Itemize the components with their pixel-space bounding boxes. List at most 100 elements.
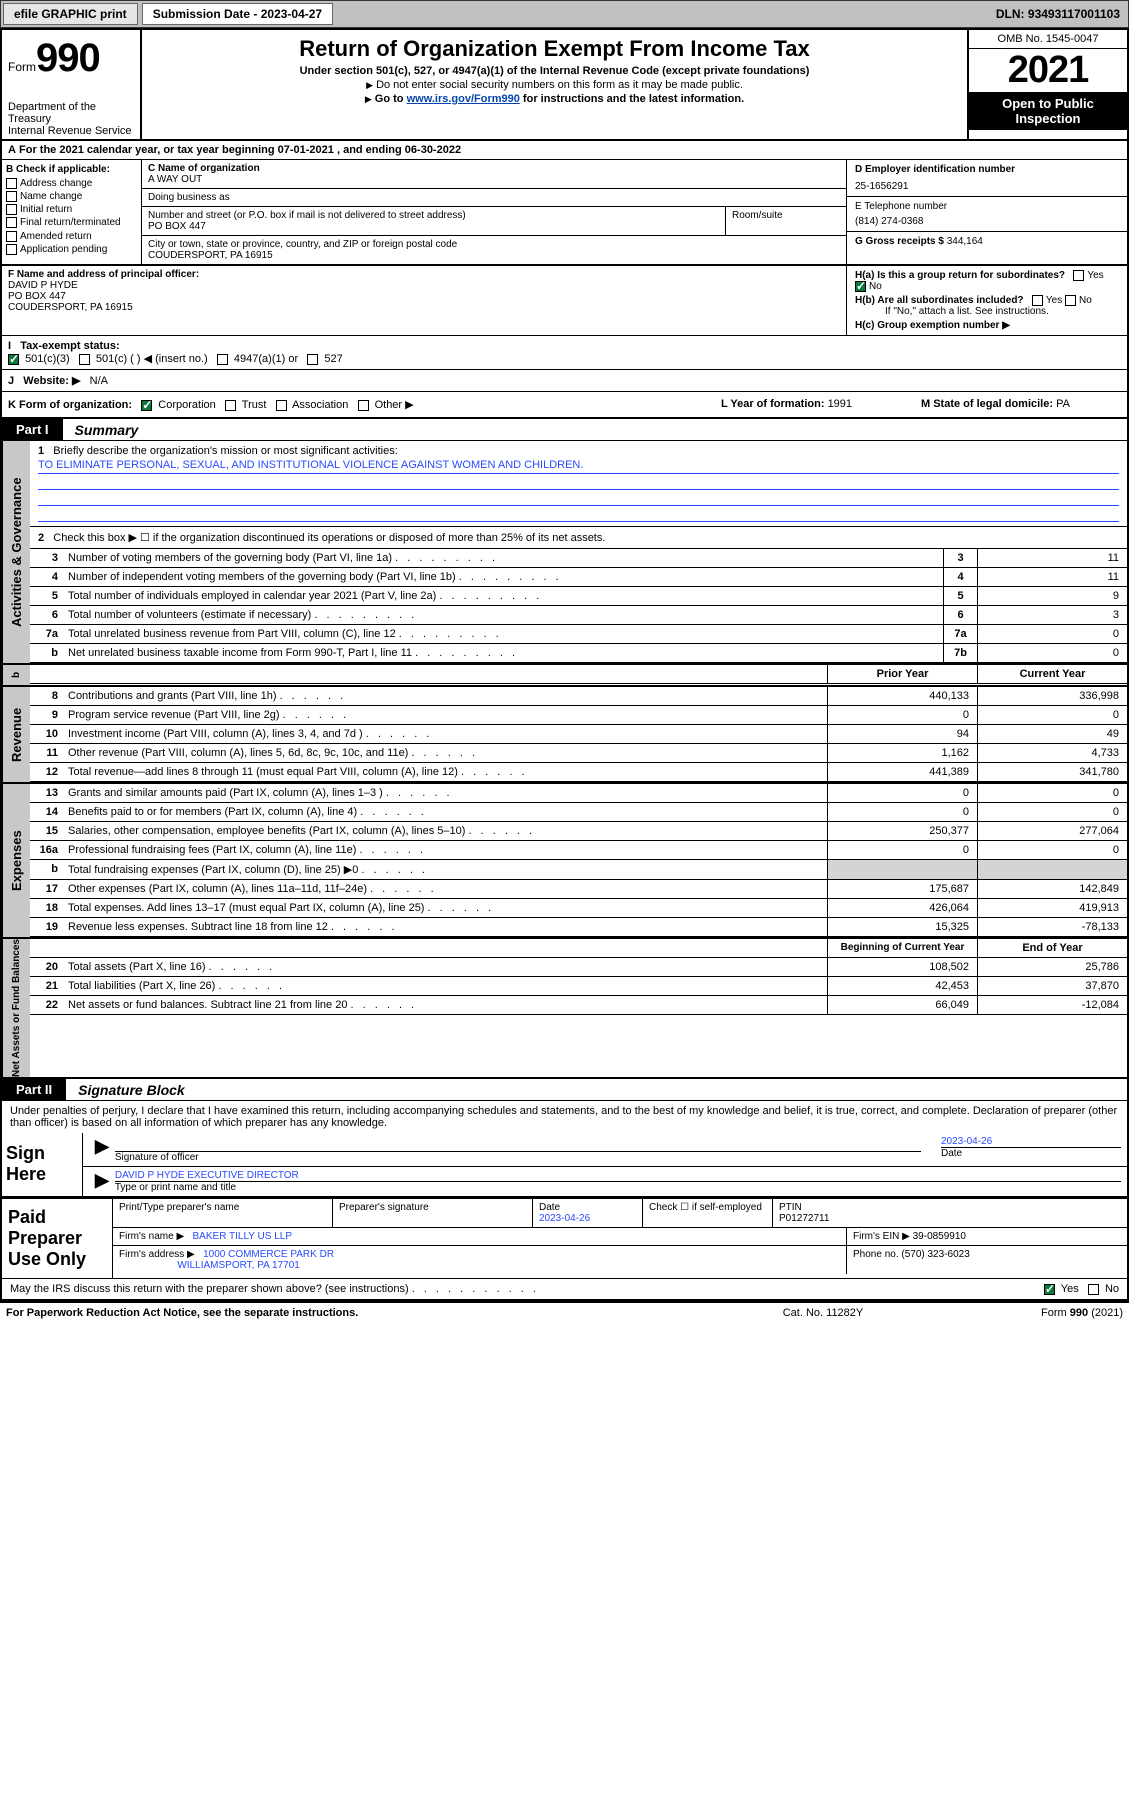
efile-print-button[interactable]: efile GRAPHIC print — [3, 3, 138, 25]
org-name-label: C Name of organization — [148, 163, 840, 174]
row-fh: F Name and address of principal officer:… — [2, 266, 1127, 336]
chk-final-return[interactable] — [6, 217, 17, 228]
chk-application-pending[interactable] — [6, 244, 17, 255]
firm-addr2: WILLIAMSPORT, PA 17701 — [177, 1260, 299, 1271]
street-label: Number and street (or P.O. box if mail i… — [148, 210, 719, 221]
officer-addr1: PO BOX 447 — [8, 291, 840, 302]
officer-name: DAVID P HYDE — [8, 280, 840, 291]
chk-amended[interactable] — [6, 231, 17, 242]
line-21: 21 Total liabilities (Part X, line 26) .… — [30, 977, 1127, 996]
prep-date-label: Date — [539, 1202, 636, 1213]
prep-phone-label: Phone no. — [853, 1249, 901, 1260]
dba-label: Doing business as — [148, 192, 840, 203]
arrow-icon: ▶ — [89, 1136, 115, 1163]
firm-addr-label: Firm's address ▶ — [119, 1249, 195, 1260]
note-ssn: Do not enter social security numbers on … — [376, 79, 743, 91]
m-label: M State of legal domicile: — [921, 398, 1056, 410]
chk-corp[interactable] — [141, 400, 152, 411]
line-b: b Total fundraising expenses (Part IX, c… — [30, 860, 1127, 880]
chk-ha-no[interactable] — [855, 281, 866, 292]
part2-header: Part II Signature Block — [2, 1079, 1127, 1101]
room-label: Room/suite — [726, 207, 846, 235]
prep-check-label: Check ☐ if self-employed — [643, 1199, 773, 1227]
line-6: 6 Total number of volunteers (estimate i… — [30, 606, 1127, 625]
chk-501c[interactable] — [79, 354, 90, 365]
form-number: 990 — [36, 36, 100, 81]
part1-title: Summary — [63, 422, 139, 438]
col-b-checkboxes: B Check if applicable: Address change Na… — [2, 160, 142, 264]
line-3: 3 Number of voting members of the govern… — [30, 549, 1127, 568]
tab-b: b — [2, 665, 30, 685]
chk-527[interactable] — [307, 354, 318, 365]
chk-assoc[interactable] — [276, 400, 287, 411]
phone-value: (814) 274-0368 — [855, 216, 1119, 227]
ein-label: D Employer identification number — [855, 164, 1119, 175]
part1-tag: Part I — [2, 419, 63, 440]
chk-hb-yes[interactable] — [1032, 295, 1043, 306]
m-value: PA — [1056, 398, 1070, 410]
city-value: COUDERSPORT, PA 16915 — [148, 250, 840, 261]
form-ref: Form 990 (2021) — [923, 1307, 1123, 1319]
submission-label: Submission Date - — [153, 7, 261, 21]
city-label: City or town, state or province, country… — [148, 239, 840, 250]
chk-501c3[interactable] — [8, 354, 19, 365]
officer-block: F Name and address of principal officer:… — [2, 266, 847, 335]
line-20: 20 Total assets (Part X, line 16) . . . … — [30, 958, 1127, 977]
row-j: J Website: ▶ N/A — [2, 370, 1127, 392]
line-8: 8 Contributions and grants (Part VIII, l… — [30, 687, 1127, 706]
line-7a: 7a Total unrelated business revenue from… — [30, 625, 1127, 644]
org-name: A WAY OUT — [148, 174, 840, 185]
row-a-taxyear: A For the 2021 calendar year, or tax yea… — [2, 141, 1127, 160]
eoy-hdr: End of Year — [977, 939, 1127, 957]
chk-trust[interactable] — [225, 400, 236, 411]
row-i: I Tax-exempt status: 501(c)(3) 501(c) ( … — [2, 336, 1127, 370]
firm-ein: 39-0859910 — [913, 1231, 966, 1242]
note-goto-pre: Go to — [375, 93, 407, 105]
chk-hb-no[interactable] — [1065, 295, 1076, 306]
chk-name-change[interactable] — [6, 191, 17, 202]
gross-value: 344,164 — [947, 236, 983, 247]
line-22: 22 Net assets or fund balances. Subtract… — [30, 996, 1127, 1015]
col-c-orginfo: C Name of organization A WAY OUT Doing b… — [142, 160, 847, 264]
firm-addr1: 1000 COMMERCE PARK DR — [203, 1249, 334, 1260]
chk-ha-yes[interactable] — [1073, 270, 1084, 281]
arrow-icon: ▶ — [89, 1170, 115, 1193]
sig-date: 2023-04-26 — [941, 1136, 1121, 1147]
sign-here-block: Sign Here ▶ Signature of officer 2023-04… — [2, 1133, 1127, 1197]
dln-value: 93493117001103 — [1028, 7, 1120, 21]
sig-officer-label: Signature of officer — [115, 1152, 921, 1163]
header-mid: Return of Organization Exempt From Incom… — [142, 30, 967, 139]
discuss-question: May the IRS discuss this return with the… — [10, 1283, 919, 1295]
sign-here-label: Sign Here — [2, 1133, 82, 1196]
tab-revenue: Revenue — [2, 687, 30, 782]
line-19: 19 Revenue less expenses. Subtract line … — [30, 918, 1127, 937]
line-b: b Net unrelated business taxable income … — [30, 644, 1127, 663]
page-footer: For Paperwork Reduction Act Notice, see … — [0, 1302, 1129, 1323]
tab-governance: Activities & Governance — [2, 441, 30, 663]
tab-expenses: Expenses — [2, 784, 30, 937]
firm-ein-label: Firm's EIN ▶ — [853, 1231, 913, 1242]
form-word: Form — [8, 60, 36, 74]
dln-field: DLN: 93493117001103 — [996, 7, 1126, 21]
tax-status-label: Tax-exempt status: — [20, 340, 119, 352]
prep-print-label: Print/Type preparer's name — [113, 1199, 333, 1227]
part2-tag: Part II — [2, 1079, 66, 1100]
irs-link[interactable]: www.irs.gov/Form990 — [407, 93, 520, 105]
chk-4947[interactable] — [217, 354, 228, 365]
chk-other[interactable] — [358, 400, 369, 411]
mission-label: Briefly describe the organization's miss… — [53, 445, 397, 457]
website-value: N/A — [90, 375, 108, 387]
chk-initial-return[interactable] — [6, 204, 17, 215]
line-14: 14 Benefits paid to or for members (Part… — [30, 803, 1127, 822]
chk-discuss-yes[interactable] — [1044, 1284, 1055, 1295]
form-subtitle: Under section 501(c), 527, or 4947(a)(1)… — [146, 65, 963, 77]
chk-address-change[interactable] — [6, 178, 17, 189]
discuss-row: May the IRS discuss this return with the… — [2, 1278, 1127, 1300]
line-15: 15 Salaries, other compensation, employe… — [30, 822, 1127, 841]
part1-header: Part I Summary — [2, 419, 1127, 441]
line-1: 1 Briefly describe the organization's mi… — [30, 441, 1127, 527]
line-4: 4 Number of independent voting members o… — [30, 568, 1127, 587]
chk-discuss-no[interactable] — [1088, 1284, 1099, 1295]
ha-label: H(a) Is this a group return for subordin… — [855, 270, 1065, 281]
block-bcd: B Check if applicable: Address change Na… — [2, 160, 1127, 266]
